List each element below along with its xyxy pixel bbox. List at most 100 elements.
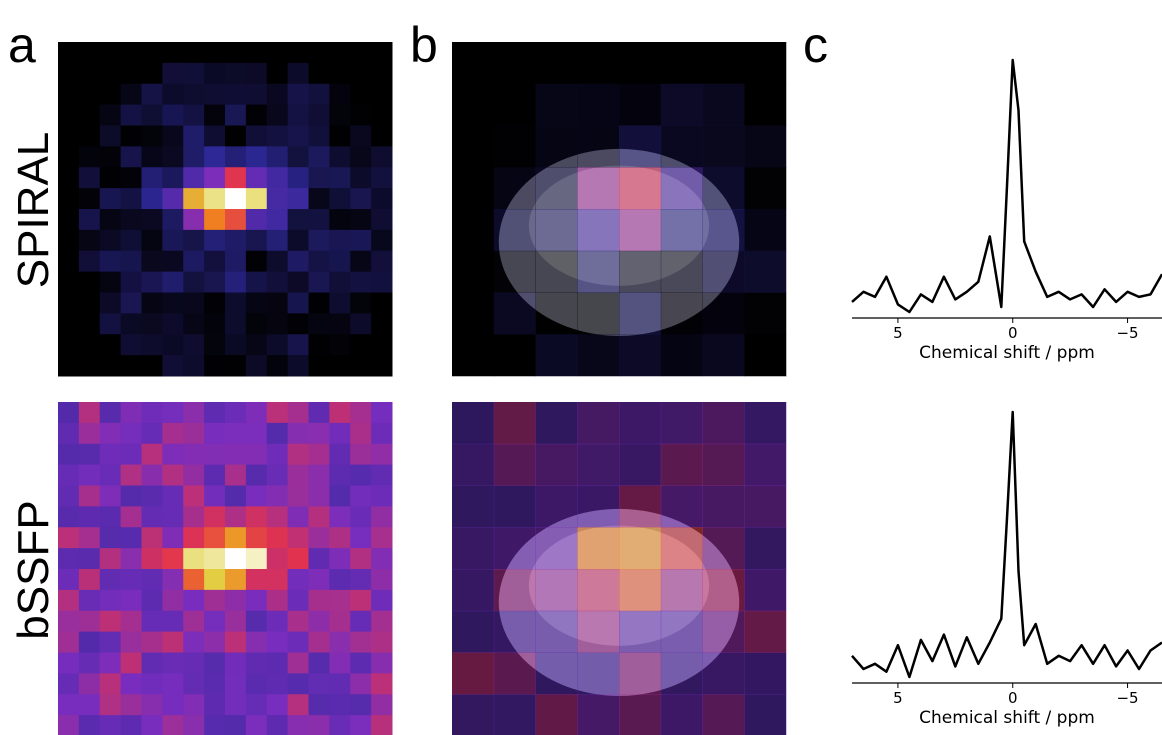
image-pixel [225, 694, 247, 716]
image-pixel [266, 694, 289, 716]
image-pixel [120, 464, 142, 486]
image-pixel [245, 229, 268, 252]
image-pixel [245, 62, 268, 85]
image-pixel [266, 402, 289, 424]
image-pixel [78, 188, 101, 210]
image-pixel [660, 125, 703, 168]
image-pixel [204, 673, 226, 695]
image-pixel [266, 313, 289, 335]
image-pixel [452, 292, 495, 335]
image-pixel [204, 42, 226, 64]
image-pixel [78, 313, 101, 335]
image-pixel [141, 167, 163, 189]
image-pixel [329, 209, 351, 231]
image-pixel [266, 569, 289, 591]
image-pixel [162, 62, 184, 85]
image-pixel [58, 125, 80, 147]
image-pixel [619, 292, 662, 335]
image-pixel [329, 313, 351, 335]
image-pixel [58, 104, 80, 126]
image-pixel [702, 402, 745, 445]
image-pixel [141, 569, 163, 591]
image-pixel [99, 631, 122, 653]
image-pixel [371, 422, 393, 445]
image-pixel [329, 146, 351, 168]
image-pixel [329, 355, 351, 377]
panel-label: c [803, 17, 828, 73]
image-pixel [162, 313, 184, 335]
image-pixel [308, 506, 330, 528]
image-pixel [225, 146, 247, 168]
image-pixel [452, 694, 495, 735]
image-pixel [225, 673, 247, 695]
image-pixel [266, 83, 289, 106]
image-pixel [308, 443, 330, 466]
image-pixel [141, 292, 163, 314]
image-pixel [245, 313, 268, 335]
image-pixel [204, 715, 226, 735]
image-pixel [120, 610, 142, 633]
image-pixel [183, 548, 205, 570]
image-pixel [162, 209, 184, 231]
image-pixel [329, 569, 351, 591]
image-pixel [452, 167, 495, 210]
image-pixel [78, 485, 101, 507]
image-pixel [78, 146, 101, 168]
image-pixel [287, 313, 309, 335]
image-pixel [266, 631, 289, 653]
image-pixel [535, 443, 578, 486]
image-pixel [452, 334, 495, 377]
image-pixel [371, 271, 393, 293]
image-pixel [99, 250, 122, 273]
image-pixel [245, 443, 268, 466]
image-pixel [162, 250, 184, 273]
image-pixel [245, 652, 268, 674]
image-pixel [141, 548, 163, 570]
image-pixel [493, 292, 536, 335]
image-pixel [287, 83, 309, 106]
image-pixel [204, 104, 226, 126]
image-pixel [120, 548, 142, 570]
image-pixel [162, 146, 184, 168]
image-pixel [141, 715, 163, 735]
image-pixel [350, 402, 372, 424]
image-pixel [183, 167, 205, 189]
image-pixel [329, 506, 351, 528]
image-pixel [141, 83, 163, 106]
image-pixel [245, 464, 268, 486]
image-pixel [266, 355, 289, 377]
image-pixel [493, 42, 536, 85]
image-pixel [245, 548, 268, 570]
image-pixel [329, 673, 351, 695]
image-pixel [350, 464, 372, 486]
image-pixel [245, 589, 268, 612]
image-pixel [619, 443, 662, 486]
image-pixel [308, 209, 330, 231]
image-pixel [371, 167, 393, 189]
image-pixel [245, 146, 268, 168]
image-pixel [535, 527, 578, 570]
image-pixel [287, 443, 309, 466]
image-pixel [660, 527, 703, 570]
image-pixel [141, 422, 163, 445]
image-pixel [619, 250, 662, 293]
image-pixel [120, 652, 142, 674]
image-pixel [162, 271, 184, 293]
image-pixel [744, 527, 787, 570]
image-pixel [329, 715, 351, 735]
image-pixel [493, 250, 536, 293]
image-pixel [120, 271, 142, 293]
image-pixel [371, 402, 393, 424]
image-pixel [308, 62, 330, 85]
image-pixel [287, 569, 309, 591]
image-pixel [183, 146, 205, 168]
image-pixel [350, 673, 372, 695]
image-pixel [329, 334, 351, 356]
image-pixel [452, 485, 495, 528]
image-pixel [78, 694, 101, 716]
image-pixel [371, 464, 393, 486]
image-pixel [245, 334, 268, 356]
image-pixel [308, 42, 330, 64]
image-pixel [493, 652, 536, 695]
image-pixel [371, 146, 393, 168]
